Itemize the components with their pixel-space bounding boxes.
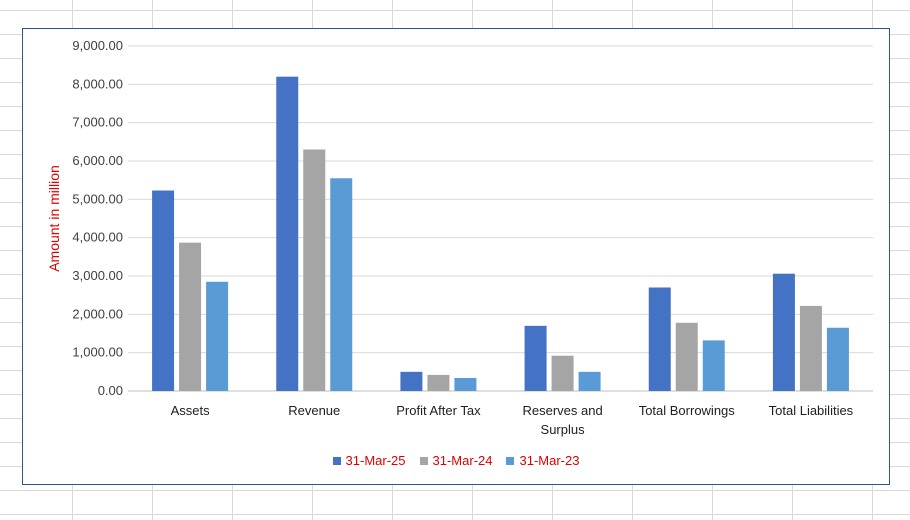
- bar: [772, 273, 795, 391]
- y-tick-label: 1,000.00: [72, 345, 123, 360]
- y-tick-label: 6,000.00: [72, 153, 123, 168]
- bar-chart: 0.00 1,000.00 2,000.00 3,000.00 4,000.00 5,00…: [46, 38, 873, 437]
- bar: [427, 374, 450, 391]
- bar: [276, 76, 299, 391]
- x-tick-label: Surplus: [541, 422, 586, 437]
- bar: [206, 281, 229, 391]
- legend-swatch: [332, 456, 341, 465]
- legend-item-series-3: 31-Mar-23: [506, 453, 579, 468]
- x-tick-label: Total Liabilities: [769, 403, 854, 418]
- y-tick-label: 7,000.00: [72, 115, 123, 130]
- legend-item-series-2: 31-Mar-24: [419, 453, 493, 468]
- y-tick-label: 9,000.00: [72, 38, 123, 53]
- y-tick-label: 8,000.00: [72, 76, 123, 91]
- x-tick-label: Reserves and: [522, 403, 602, 418]
- legend-label: 31-Mar-23: [519, 453, 580, 468]
- legend-label: 31-Mar-25: [345, 453, 406, 468]
- bar: [799, 305, 822, 391]
- bar: [152, 190, 175, 391]
- chart-area: 0.00 1,000.00 2,000.00 3,000.00 4,000.00 5,00…: [22, 28, 890, 485]
- y-tick-label: 0.00: [98, 383, 123, 398]
- legend-item-series-1: 31-Mar-25: [332, 453, 406, 468]
- y-tick-label: 2,000.00: [72, 306, 123, 321]
- bar: [648, 287, 671, 391]
- bar: [826, 327, 849, 391]
- bar: [702, 340, 725, 391]
- x-tick-label: Total Borrowings: [639, 403, 736, 418]
- x-tick-label: Revenue: [288, 403, 340, 418]
- bar: [179, 242, 202, 391]
- bar: [524, 325, 547, 391]
- x-tick-label: Profit After Tax: [396, 403, 481, 418]
- bar: [400, 371, 423, 391]
- legend-swatch: [419, 456, 428, 465]
- chart-legend: 31-Mar-25 31-Mar-24 31-Mar-23: [23, 453, 889, 468]
- y-tick-label: 3,000.00: [72, 268, 123, 283]
- y-tick-label: 4,000.00: [72, 230, 123, 245]
- y-tick-label: 5,000.00: [72, 191, 123, 206]
- legend-label: 31-Mar-24: [432, 453, 493, 468]
- bar: [330, 178, 353, 391]
- bar: [675, 322, 698, 391]
- bar: [551, 355, 574, 391]
- x-tick-label: Assets: [171, 403, 211, 418]
- legend-swatch: [506, 456, 515, 465]
- bar: [303, 149, 326, 391]
- bar: [578, 371, 601, 391]
- y-axis-title: Amount in million: [46, 165, 62, 272]
- bar: [454, 377, 477, 391]
